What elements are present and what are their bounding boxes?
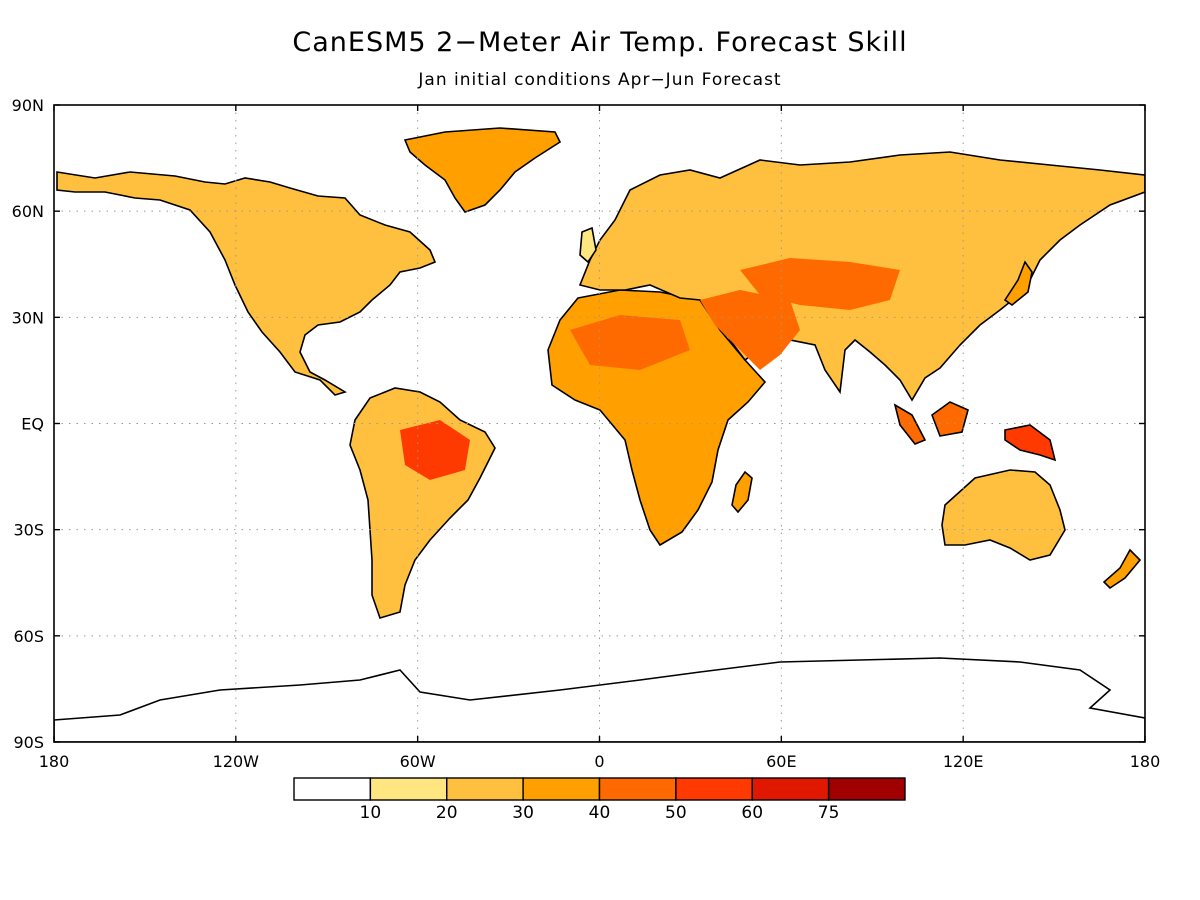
lon-tick-label: 60E bbox=[766, 752, 796, 771]
land-masses bbox=[54, 127, 1145, 742]
colorbar-swatch bbox=[751, 777, 830, 801]
lon-tick-label: 0 bbox=[594, 752, 604, 771]
colorbar-label: 10 bbox=[360, 803, 382, 823]
land-new-guinea bbox=[1004, 424, 1057, 462]
land-japan bbox=[1003, 260, 1033, 307]
colorbar-swatch bbox=[369, 777, 448, 801]
land-greenland bbox=[403, 127, 562, 213]
colorbar-swatch bbox=[675, 777, 753, 801]
colorbar-label: 60 bbox=[741, 803, 763, 823]
lon-tick-label: 180 bbox=[39, 752, 70, 771]
skill-hotspot-sahara bbox=[570, 315, 690, 370]
colorbar-label: 75 bbox=[818, 803, 840, 823]
colorbar-label: 20 bbox=[436, 803, 458, 823]
lat-tick-label: 90N bbox=[12, 96, 44, 115]
colorbar-swatch bbox=[293, 777, 372, 801]
longitude-axis: 180 120W 60W 0 60E 120E 180 bbox=[39, 105, 1161, 771]
chart-title: CanESM5 2−Meter Air Temp. Forecast Skill bbox=[292, 27, 908, 58]
land-australia bbox=[941, 469, 1066, 561]
lat-tick-label: 60N bbox=[12, 202, 44, 221]
lon-tick-label: 60W bbox=[400, 752, 436, 771]
land-antarctica bbox=[54, 657, 1145, 742]
skill-hotspot-central-asia bbox=[740, 258, 900, 310]
chart-subtitle: Jan initial conditions Apr−Jun Forecast bbox=[418, 70, 782, 90]
land-sumatra bbox=[893, 403, 927, 445]
land-uk bbox=[579, 226, 597, 264]
latitude-axis: 90N 60N 30N EQ 30S 60S 90S bbox=[12, 96, 1145, 752]
land-borneo bbox=[931, 401, 969, 437]
colorbar-label: 40 bbox=[589, 803, 611, 823]
colorbar-swatch bbox=[827, 777, 906, 801]
colorbar-label: 50 bbox=[665, 803, 687, 823]
colorbar-swatch bbox=[446, 777, 524, 801]
land-new-zealand bbox=[1102, 548, 1142, 590]
lon-tick-label: 180 bbox=[1130, 752, 1161, 771]
skill-hotspot-middle-east bbox=[700, 290, 800, 370]
land-north-america bbox=[56, 171, 437, 396]
lat-tick-label: EQ bbox=[21, 415, 44, 434]
lat-tick-label: 60S bbox=[13, 627, 44, 646]
colorbar-swatch bbox=[522, 777, 601, 801]
grid-lines bbox=[54, 105, 1145, 742]
land-south-america bbox=[349, 387, 496, 619]
colorbar-label: 30 bbox=[512, 803, 534, 823]
lon-tick-label: 120E bbox=[943, 752, 984, 771]
land-madagascar bbox=[731, 470, 753, 514]
lat-tick-label: 30N bbox=[12, 308, 44, 327]
colorbar: 10 20 30 40 50 60 75 bbox=[293, 777, 906, 823]
lon-tick-label: 120W bbox=[213, 752, 260, 771]
colorbar-swatch bbox=[598, 777, 677, 801]
lat-tick-label: 90S bbox=[13, 733, 44, 752]
lat-tick-label: 30S bbox=[13, 521, 44, 540]
